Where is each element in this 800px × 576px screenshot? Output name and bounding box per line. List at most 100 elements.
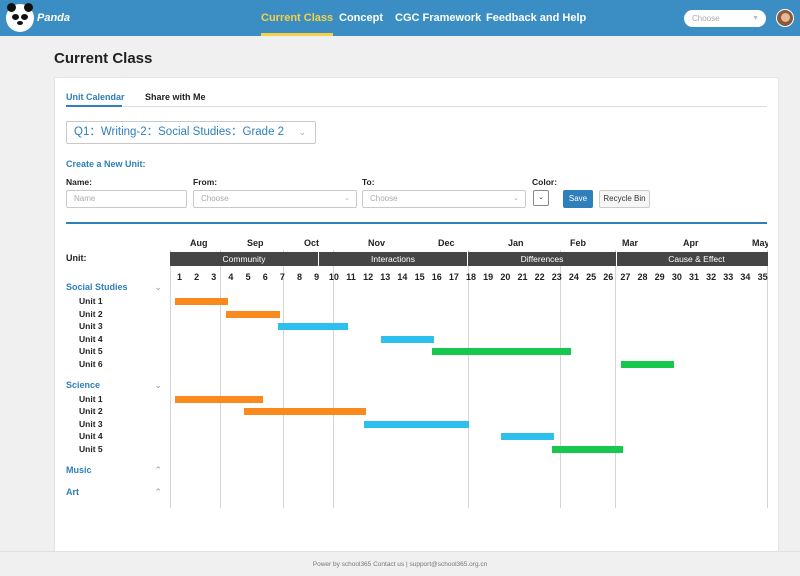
week-number: 14 xyxy=(397,272,408,282)
header-select-value: Choose xyxy=(692,14,720,23)
theme-band: Differences xyxy=(468,252,617,266)
unit-bar[interactable] xyxy=(175,298,229,305)
unit-label[interactable]: Unit 5 xyxy=(79,346,103,357)
week-number: 34 xyxy=(740,272,751,282)
user-avatar[interactable] xyxy=(776,9,794,27)
gridline xyxy=(220,250,221,508)
subject-header[interactable]: Science ⌄ xyxy=(66,380,166,390)
unit-label[interactable]: Unit 2 xyxy=(79,308,103,319)
week-number: 17 xyxy=(448,272,459,282)
footer-text: Power by school365 Contact us | support@… xyxy=(312,561,488,568)
unit-label[interactable]: Unit 4 xyxy=(79,431,103,442)
to-label: To: xyxy=(362,177,375,187)
unit-bar[interactable] xyxy=(277,323,349,331)
week-number: 16 xyxy=(431,272,442,282)
unit-label[interactable]: Unit 4 xyxy=(79,333,103,344)
panda-logo-icon[interactable] xyxy=(6,3,34,32)
week-number: 32 xyxy=(706,272,717,282)
to-select-value: Choose xyxy=(370,194,398,203)
unit-label[interactable]: Unit 1 xyxy=(79,296,103,306)
nav-concept[interactable]: Concept xyxy=(339,12,383,24)
chevron-down-icon[interactable]: ⌄ xyxy=(154,282,162,292)
week-number: 18 xyxy=(466,272,477,282)
unit-label[interactable]: Unit 3 xyxy=(79,418,103,429)
brand-name: Panda xyxy=(37,12,71,24)
week-number: 24 xyxy=(568,272,579,282)
unit-label[interactable]: Unit 3 xyxy=(79,321,103,332)
week-number: 27 xyxy=(620,272,631,282)
gridline xyxy=(170,250,171,508)
unit-label[interactable]: Unit 6 xyxy=(79,359,103,369)
unit-bar[interactable] xyxy=(243,408,366,416)
unit-bar[interactable] xyxy=(432,348,572,356)
nav-feedback-help[interactable]: Feedback and Help xyxy=(486,12,587,24)
create-unit-heading: Create a New Unit: xyxy=(66,159,146,169)
unit-bar[interactable] xyxy=(226,310,280,318)
chevron-up-icon[interactable]: ⌃ xyxy=(154,486,162,497)
gridline xyxy=(283,250,284,508)
week-number: 20 xyxy=(500,272,511,282)
from-select[interactable]: Choose ⌄ xyxy=(193,190,357,208)
class-select-value: Q1：Writing-2：Social Studies：Grade 2 xyxy=(74,126,285,138)
unit-bar[interactable] xyxy=(552,446,623,453)
tab-share-with-me[interactable]: Share with Me xyxy=(145,92,206,102)
week-number: 28 xyxy=(637,272,648,282)
unit-bar[interactable] xyxy=(175,395,263,403)
theme-band: Interactions xyxy=(319,252,468,266)
week-number: 11 xyxy=(346,272,356,282)
week-number: 3 xyxy=(211,272,217,282)
gridline xyxy=(615,250,616,508)
nav-current-class[interactable]: Current Class xyxy=(261,0,334,36)
name-input-placeholder: Name xyxy=(74,194,96,203)
unit-bar[interactable] xyxy=(363,420,469,428)
footer-divider xyxy=(0,551,800,552)
month-label: Apr xyxy=(683,238,699,248)
save-button[interactable]: Save xyxy=(563,190,593,208)
unit-label[interactable]: Unit 1 xyxy=(79,393,103,404)
month-label: Sep xyxy=(247,238,264,248)
unit-bar[interactable] xyxy=(380,335,435,343)
chevron-down-icon: ⌄ xyxy=(538,194,544,201)
theme-band: Community xyxy=(170,252,319,266)
month-label: Aug xyxy=(190,238,208,248)
month-label: Dec xyxy=(438,238,455,248)
subject-header[interactable]: Social Studies ⌄ xyxy=(66,282,166,292)
nav-cgc-framework[interactable]: CGC Framework xyxy=(395,12,482,24)
week-number: 31 xyxy=(688,272,699,282)
chevron-down-icon[interactable]: ⌄ xyxy=(154,379,162,390)
week-number: 35 xyxy=(757,272,768,282)
name-label: Name: xyxy=(66,177,92,187)
recycle-bin-button[interactable]: Recycle Bin xyxy=(599,190,650,208)
month-label: Mar xyxy=(622,238,639,248)
unit-column-label: Unit: xyxy=(66,253,87,263)
unit-bar[interactable] xyxy=(500,433,555,441)
week-number: 6 xyxy=(262,272,268,282)
color-picker[interactable]: ⌄ xyxy=(533,190,549,206)
subject-header[interactable]: Music ⌃ xyxy=(66,465,166,475)
subject-header[interactable]: Art ⌃ xyxy=(66,487,166,497)
week-number: 22 xyxy=(534,272,545,282)
tab-unit-calendar[interactable]: Unit Calendar xyxy=(66,92,125,102)
week-number: 9 xyxy=(314,272,320,282)
week-number: 30 xyxy=(671,272,682,282)
unit-bar[interactable] xyxy=(620,361,675,368)
month-label: Jan xyxy=(508,238,524,248)
unit-label[interactable]: Unit 5 xyxy=(79,444,103,454)
chevron-up-icon[interactable]: ⌃ xyxy=(154,464,162,475)
to-select[interactable]: Choose ⌄ xyxy=(362,190,526,208)
unit-label[interactable]: Unit 2 xyxy=(79,406,103,417)
week-number: 5 xyxy=(245,272,251,282)
name-input[interactable]: Name xyxy=(66,190,187,208)
month-label: Oct xyxy=(304,238,320,248)
top-navbar: Panda Current Class Concept CGC Framewor… xyxy=(0,0,800,36)
tab-divider xyxy=(66,106,767,107)
class-select[interactable]: Q1：Writing-2：Social Studies：Grade 2 ⌄ xyxy=(66,121,316,144)
subject-name: Art xyxy=(66,486,79,497)
month-label: Feb xyxy=(570,238,587,248)
week-number: 8 xyxy=(297,272,303,282)
week-number: 2 xyxy=(194,272,200,282)
gridline xyxy=(333,250,334,508)
header-choose-select[interactable]: Choose ▼ xyxy=(684,10,766,27)
week-number: 21 xyxy=(517,272,528,282)
from-label: From: xyxy=(193,177,218,187)
